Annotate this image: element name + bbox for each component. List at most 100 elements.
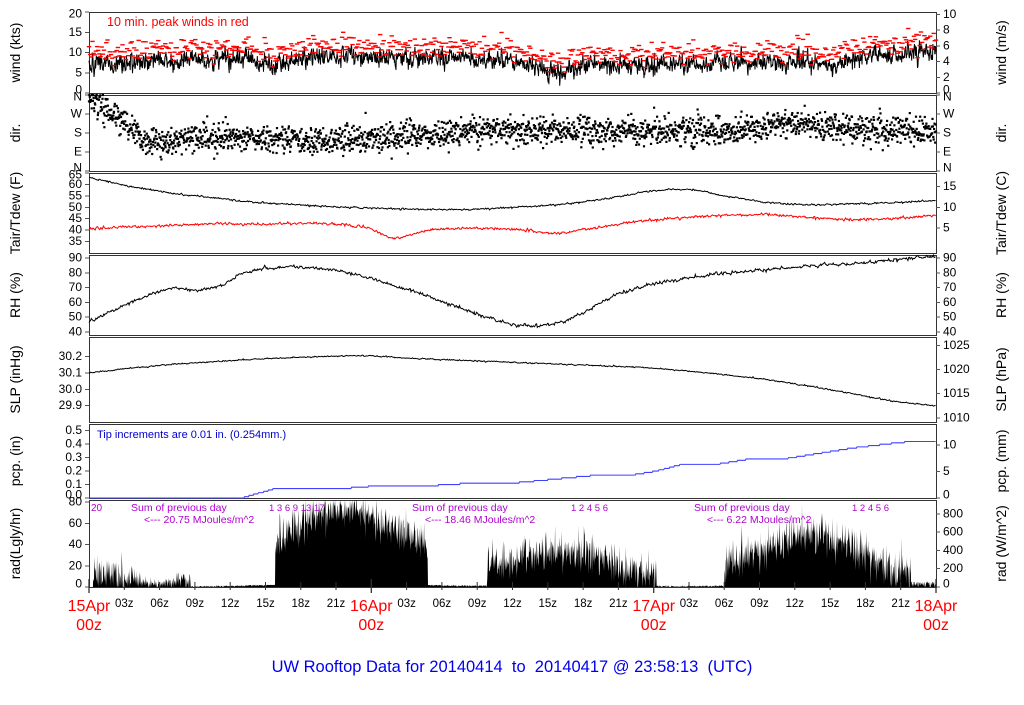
svg-text:rad(Lgly/hr): rad(Lgly/hr) <box>7 508 23 580</box>
svg-text:<--- 20.75 MJoules/m^2: <--- 20.75 MJoules/m^2 <box>144 514 254 526</box>
svg-text:18z: 18z <box>856 598 875 610</box>
svg-text:Sum of previous day: Sum of previous day <box>412 502 508 514</box>
svg-text:0.3: 0.3 <box>65 450 82 464</box>
svg-text:1010: 1010 <box>943 410 970 424</box>
svg-text:2: 2 <box>943 70 950 84</box>
svg-text:15: 15 <box>69 25 83 39</box>
svg-text:00z: 00z <box>641 617 667 634</box>
svg-text:30.1: 30.1 <box>59 365 83 379</box>
svg-text:50: 50 <box>69 310 83 324</box>
svg-text:40: 40 <box>69 325 83 339</box>
svg-text:UW Rooftop Data for 20140414: UW Rooftop Data for 20140414 to 20140417… <box>272 658 753 676</box>
svg-text:wind (m/s): wind (m/s) <box>993 20 1009 86</box>
svg-text:10: 10 <box>943 200 957 214</box>
svg-text:4: 4 <box>943 54 950 68</box>
svg-text:0.4: 0.4 <box>65 437 82 451</box>
svg-text:16Apr: 16Apr <box>350 598 393 615</box>
svg-text:21z: 21z <box>327 598 346 610</box>
svg-text:0.1: 0.1 <box>65 477 82 491</box>
svg-text:400: 400 <box>943 543 963 557</box>
svg-text:0.2: 0.2 <box>65 464 82 478</box>
svg-text:80: 80 <box>943 265 957 279</box>
svg-text:1 2 4 5 6: 1 2 4 5 6 <box>571 503 608 514</box>
svg-text:N: N <box>943 161 952 175</box>
svg-text:70: 70 <box>69 280 83 294</box>
svg-text:N: N <box>943 90 952 104</box>
svg-text:S: S <box>943 126 951 140</box>
svg-text:pcp. (in): pcp. (in) <box>7 436 23 487</box>
svg-text:Tair/Tdew (F): Tair/Tdew (F) <box>7 172 23 254</box>
svg-text:Sum of previous day: Sum of previous day <box>131 502 227 514</box>
svg-text:60: 60 <box>943 295 957 309</box>
svg-text:800: 800 <box>943 506 963 520</box>
svg-text:20: 20 <box>69 558 83 572</box>
svg-text:5: 5 <box>943 220 950 234</box>
svg-text:1 3 6 9 13 17: 1 3 6 9 13 17 <box>269 503 324 514</box>
svg-text:15: 15 <box>943 179 957 193</box>
svg-text:0: 0 <box>943 577 950 591</box>
svg-text:Tair/Tdew (C): Tair/Tdew (C) <box>993 171 1009 255</box>
svg-text:1020: 1020 <box>943 362 970 376</box>
svg-text:09z: 09z <box>186 598 205 610</box>
svg-text:W: W <box>71 107 83 121</box>
svg-text:12z: 12z <box>786 598 805 610</box>
svg-text:65: 65 <box>69 168 83 182</box>
svg-text:06z: 06z <box>150 598 169 610</box>
svg-text:RH (%): RH (%) <box>7 272 23 318</box>
svg-text:09z: 09z <box>750 598 769 610</box>
svg-text:200: 200 <box>943 561 963 575</box>
svg-text:6: 6 <box>943 38 950 52</box>
svg-text:20: 20 <box>91 503 103 514</box>
svg-text:dir.: dir. <box>7 124 23 143</box>
svg-text:dir.: dir. <box>993 124 1009 143</box>
svg-text:10: 10 <box>943 438 957 452</box>
svg-text:10: 10 <box>943 7 957 21</box>
svg-text:03z: 03z <box>680 598 699 610</box>
svg-text:E: E <box>74 145 82 159</box>
svg-text:40: 40 <box>69 537 83 551</box>
svg-text:00z: 00z <box>358 617 384 634</box>
svg-text:70: 70 <box>943 280 957 294</box>
svg-text:30.2: 30.2 <box>59 349 83 363</box>
svg-text:40: 40 <box>943 325 957 339</box>
svg-text:SLP (hPa): SLP (hPa) <box>993 347 1009 411</box>
svg-text:SLP (inHg): SLP (inHg) <box>7 345 23 413</box>
svg-text:80: 80 <box>69 265 83 279</box>
svg-text:06z: 06z <box>433 598 452 610</box>
svg-text:18z: 18z <box>292 598 311 610</box>
svg-text:W: W <box>943 107 955 121</box>
svg-text:00z: 00z <box>76 617 102 634</box>
svg-text:60: 60 <box>69 295 83 309</box>
svg-text:15z: 15z <box>821 598 840 610</box>
svg-text:15Apr: 15Apr <box>68 598 111 615</box>
svg-text:0.5: 0.5 <box>65 423 82 437</box>
svg-text:80: 80 <box>69 495 83 509</box>
svg-text:<--- 6.22 MJoules/m^2: <--- 6.22 MJoules/m^2 <box>707 514 812 526</box>
svg-text:0: 0 <box>943 488 950 502</box>
svg-text:12z: 12z <box>221 598 240 610</box>
svg-text:RH (%): RH (%) <box>993 272 1009 318</box>
svg-text:18Apr: 18Apr <box>915 598 958 615</box>
svg-text:pcp. (mm): pcp. (mm) <box>993 430 1009 493</box>
svg-text:29.9: 29.9 <box>59 398 83 412</box>
svg-text:90: 90 <box>943 250 957 264</box>
svg-text:90: 90 <box>69 250 83 264</box>
svg-text:03z: 03z <box>115 598 134 610</box>
svg-text:8: 8 <box>943 23 950 37</box>
svg-text:50: 50 <box>943 310 957 324</box>
svg-text:S: S <box>74 126 82 140</box>
svg-text:Sum of previous day: Sum of previous day <box>694 502 790 514</box>
svg-text:10 min. peak winds in red: 10 min. peak winds in red <box>107 15 249 29</box>
svg-text:wind (kts): wind (kts) <box>7 23 23 84</box>
svg-text:17Apr: 17Apr <box>632 598 675 615</box>
svg-text:rad (W/m^2): rad (W/m^2) <box>993 505 1009 582</box>
svg-text:15z: 15z <box>256 598 275 610</box>
svg-text:10: 10 <box>69 45 83 59</box>
svg-text:5: 5 <box>75 65 82 79</box>
svg-text:E: E <box>943 145 951 159</box>
svg-text:30.0: 30.0 <box>59 382 83 396</box>
svg-text:09z: 09z <box>468 598 487 610</box>
svg-text:00z: 00z <box>923 617 949 634</box>
svg-text:1 2 4 5 6: 1 2 4 5 6 <box>852 503 889 514</box>
svg-text:N: N <box>73 90 82 104</box>
